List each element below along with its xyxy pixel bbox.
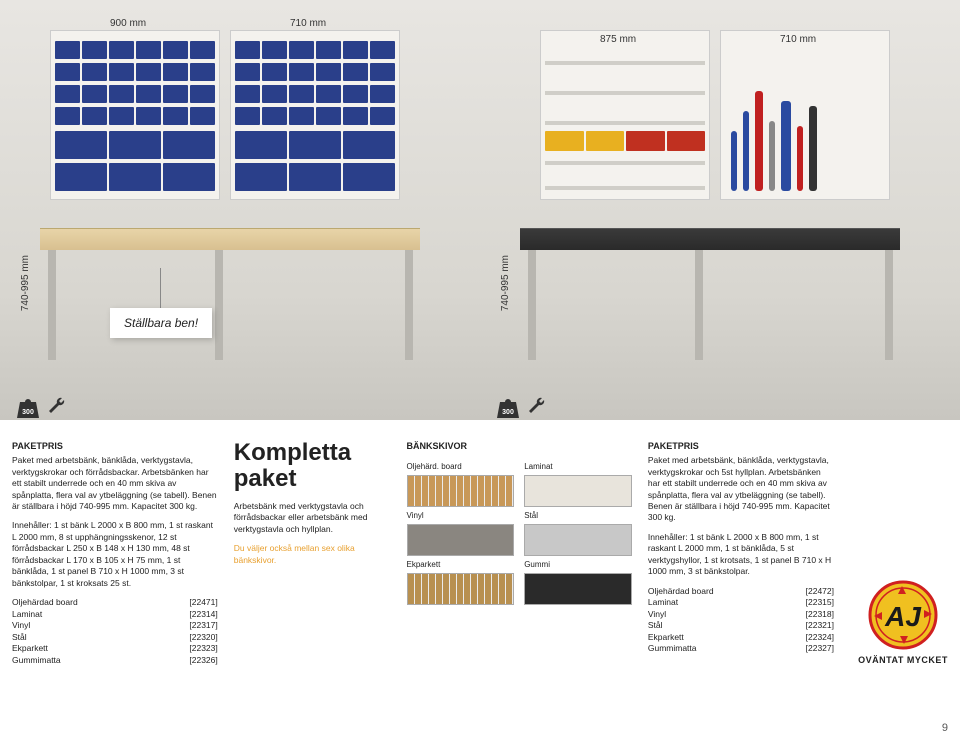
swatch-grid: Oljehärd. board Laminat Vinyl Stål Ekparkett… (407, 462, 632, 604)
col3-title: BÄNKSKIVOR (407, 440, 632, 452)
content-columns: PAKETPRIS Paket med arbetsbänk, bänklåda… (0, 440, 960, 666)
swatch-item: Vinyl (407, 511, 515, 556)
sku-code: [22471] (189, 597, 217, 608)
svg-text:300: 300 (22, 409, 34, 416)
tabletop-right (520, 228, 900, 250)
sku-row: Stål [22320] (12, 632, 218, 643)
sku-name: Stål (648, 620, 663, 631)
sku-row: Gummimatta [22326] (12, 655, 218, 666)
col4-para2: Innehåller: 1 st bänk L 2000 x B 800 mm,… (648, 532, 834, 578)
sku-row: Vinyl [22317] (12, 620, 218, 631)
column-paketpris-1: PAKETPRIS Paket med arbetsbänk, bänklåda… (12, 440, 218, 666)
swatch-item: Laminat (524, 462, 632, 507)
pegboard-right-2 (720, 30, 890, 200)
sku-row: Stål [22321] (648, 620, 834, 631)
sku-code: [22318] (806, 609, 834, 620)
col1-title: PAKETPRIS (12, 440, 218, 452)
column-logo: AJ OVÄNTAT MYCKET (850, 440, 948, 666)
sku-row: Ekparkett [22324] (648, 632, 834, 643)
sku-row: Ekparkett [22323] (12, 643, 218, 654)
callout-text: Ställbara ben! (124, 316, 198, 330)
col2-para2: Du väljer också mellan sex olika bänkski… (234, 543, 391, 566)
sku-name: Ekparkett (648, 632, 684, 643)
wrench-icon-right (526, 395, 548, 417)
sku-name: Ekparkett (12, 643, 48, 654)
weight-badge-left: 300 (14, 392, 42, 420)
swatch-label: Oljehärd. board (407, 462, 515, 473)
swatch-label: Vinyl (407, 511, 515, 522)
dim-left-w2: 710 mm (290, 18, 326, 29)
swatch-label: Gummi (524, 560, 632, 571)
sku-code: [22326] (189, 655, 217, 666)
sku-name: Gummimatta (648, 643, 697, 654)
sku-name: Gummimatta (12, 655, 61, 666)
sku-name: Laminat (12, 609, 42, 620)
sku-name: Laminat (648, 597, 678, 608)
swatch-color (407, 573, 515, 605)
svg-text:300: 300 (502, 409, 514, 416)
col4-para1: Paket med arbetsbänk, bänklåda, verktygs… (648, 455, 834, 524)
col4-sku-table: Oljehärdad board[22472]Laminat[22315]Vin… (648, 586, 834, 655)
swatch-item: Stål (524, 511, 632, 556)
column-paketpris-2: PAKETPRIS Paket med arbetsbänk, bänklåda… (648, 440, 834, 666)
sku-row: Oljehärdad board [22472] (648, 586, 834, 597)
logo-area: AJ OVÄNTAT MYCKET (858, 580, 948, 666)
col2-para1: Arbetsbänk med verktygstavla och förråds… (234, 501, 391, 535)
tabletop-left (40, 228, 420, 250)
column-bankskivor: BÄNKSKIVOR Oljehärd. board Laminat Vinyl St… (407, 440, 632, 666)
sku-code: [22323] (189, 643, 217, 654)
pegboard-left-2 (230, 30, 400, 200)
sku-name: Vinyl (648, 609, 666, 620)
sku-row: Laminat [22315] (648, 597, 834, 608)
sku-code: [22317] (189, 620, 217, 631)
swatch-color (524, 475, 632, 507)
col1-para2: Innehåller: 1 st bänk L 2000 x B 800 mm,… (12, 520, 218, 589)
col1-para1: Paket med arbetsbänk, bänklåda, verktygs… (12, 455, 218, 512)
hero-photos: 900 mm 710 mm 740-995 mm 875 mm 710 mm 7… (0, 0, 960, 420)
pegboard-right-1 (540, 30, 710, 200)
svg-text:AJ: AJ (884, 601, 922, 632)
sku-row: Gummimatta [22327] (648, 643, 834, 654)
swatch-color (524, 573, 632, 605)
sku-row: Vinyl [22318] (648, 609, 834, 620)
swatch-color (407, 524, 515, 556)
sku-name: Oljehärdad board (648, 586, 714, 597)
aj-logo: AJ (868, 580, 938, 650)
sku-name: Oljehärdad board (12, 597, 78, 608)
sku-code: [22320] (189, 632, 217, 643)
logo-tagline: OVÄNTAT MYCKET (858, 654, 948, 666)
weight-badge-right: 300 (494, 392, 522, 420)
page-number: 9 (942, 722, 948, 734)
swatch-color (524, 524, 632, 556)
col2-title: Kompletta paket (234, 440, 391, 493)
sku-code: [22314] (189, 609, 217, 620)
sku-name: Stål (12, 632, 27, 643)
dim-right-w2: 710 mm (780, 34, 816, 45)
sku-row: Oljehärdad board [22471] (12, 597, 218, 608)
sku-code: [22324] (806, 632, 834, 643)
swatch-label: Ekparkett (407, 560, 515, 571)
swatch-item: Oljehärd. board (407, 462, 515, 507)
sku-row: Laminat [22314] (12, 609, 218, 620)
column-kompletta: Kompletta paket Arbetsbänk med verktygst… (234, 440, 391, 666)
dim-right-w1: 875 mm (600, 34, 636, 45)
col1-sku-table: Oljehärdad board[22471]Laminat[22314]Vin… (12, 597, 218, 666)
dim-right-h: 740-995 mm (500, 255, 511, 311)
sku-name: Vinyl (12, 620, 30, 631)
sku-code: [22315] (806, 597, 834, 608)
callout-adjustable-legs: Ställbara ben! (110, 308, 212, 338)
swatch-item: Ekparkett (407, 560, 515, 605)
sku-code: [22472] (806, 586, 834, 597)
wrench-icon-left (46, 395, 68, 417)
swatch-label: Stål (524, 511, 632, 522)
pegboard-left-1 (50, 30, 220, 200)
dim-left-w1: 900 mm (110, 18, 146, 29)
sku-code: [22321] (806, 620, 834, 631)
swatch-label: Laminat (524, 462, 632, 473)
col4-title: PAKETPRIS (648, 440, 834, 452)
swatch-color (407, 475, 515, 507)
dim-left-h: 740-995 mm (20, 255, 31, 311)
swatch-item: Gummi (524, 560, 632, 605)
sku-code: [22327] (806, 643, 834, 654)
